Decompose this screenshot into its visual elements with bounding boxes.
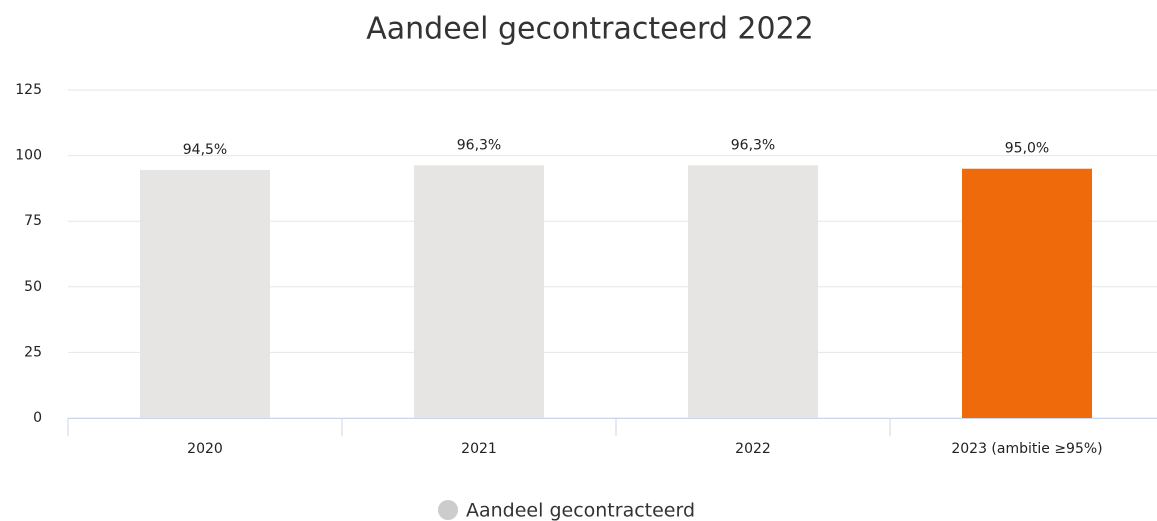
y-tick-label: 50	[24, 279, 42, 295]
bar	[962, 168, 1092, 418]
legend-marker	[438, 500, 458, 520]
chart-title: Aandeel gecontracteerd 2022	[366, 12, 814, 47]
bar	[414, 165, 544, 418]
data-label: 96,3%	[457, 137, 501, 153]
legend-label: Aandeel gecontracteerd	[466, 500, 695, 521]
x-tick-label: 2023 (ambitie ≥95%)	[951, 441, 1102, 457]
data-label: 96,3%	[731, 137, 775, 153]
bar	[140, 170, 270, 418]
y-tick-label: 75	[24, 213, 42, 229]
x-tick-label: 2022	[735, 441, 771, 457]
y-tick-label: 25	[24, 344, 42, 360]
bar	[688, 165, 818, 418]
data-label: 95,0%	[1005, 141, 1049, 157]
y-tick-label: 100	[15, 148, 42, 164]
y-tick-label: 0	[33, 410, 42, 426]
y-tick-label: 125	[15, 82, 42, 98]
data-label: 94,5%	[183, 142, 227, 158]
x-tick-label: 2020	[187, 441, 223, 457]
x-tick-label: 2021	[461, 441, 497, 457]
